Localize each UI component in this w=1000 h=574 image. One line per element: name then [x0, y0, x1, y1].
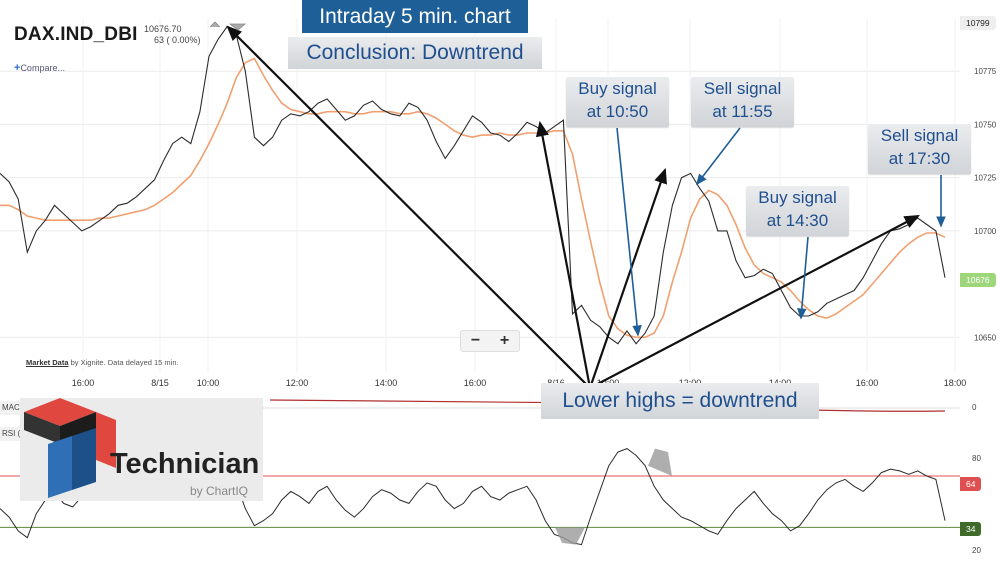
series-group	[0, 25, 946, 345]
market-data-text: by Xignite. Data delayed 15 min.	[70, 358, 179, 367]
price-tick-label: 10700	[974, 227, 997, 236]
time-tick-label: 16:00	[856, 378, 879, 388]
downtrend-arrow	[226, 25, 591, 389]
price-axis: 10775 10750 10725 10700 10650	[974, 67, 997, 342]
lower-highs-callout: Lower highs = downtrend	[541, 383, 819, 419]
time-tick-label: 16:00	[72, 378, 95, 388]
price-tick-label: 10775	[974, 67, 997, 76]
buy-signal-2-line1: Buy signal	[758, 188, 837, 207]
rsi-overbought-fill	[648, 448, 672, 476]
rsi-64-badge: 64	[960, 477, 982, 491]
compare-link[interactable]: +Compare...	[14, 62, 65, 74]
rsi-34-badge: 34	[960, 522, 982, 536]
rsi-20-label: 20	[972, 546, 981, 555]
price-badge-current: 10676	[960, 273, 996, 287]
macd-tag[interactable]: MAC	[0, 401, 24, 415]
buy-signal-2-pointer	[797, 236, 809, 320]
sell-signal-2-line1: Sell signal	[880, 126, 959, 145]
conclusion-callout: Conclusion: Downtrend	[288, 37, 542, 69]
buy-signal-1-callout: Buy signal at 10:50	[566, 77, 669, 127]
market-data-link[interactable]: Market Data	[26, 358, 69, 367]
buy-signal-1-pointer	[616, 127, 642, 337]
ticker-symbol: DAX.IND_DBI	[14, 24, 138, 45]
rsi-tag[interactable]: RSI (	[0, 427, 24, 441]
price-tick-label: 10725	[974, 174, 997, 183]
sell-signal-2-line2: at 17:30	[888, 149, 951, 168]
time-tick-label: 10:00	[197, 378, 220, 388]
logo-wordmark: Technician	[110, 448, 260, 480]
zoom-controls: − +	[460, 330, 520, 352]
chart-title-callout: Intraday 5 min. chart	[302, 0, 528, 33]
quote-price: 10676.70	[144, 24, 182, 34]
market-data-note: Market Data by Xignite. Data delayed 15 …	[26, 358, 179, 367]
sell-signal-2-callout: Sell signal at 17:30	[868, 124, 971, 174]
plus-icon: +	[14, 62, 21, 74]
buy-signal-2-callout: Buy signal at 14:30	[746, 186, 849, 236]
moving-average-line	[0, 57, 946, 339]
downtrend-arrow	[588, 167, 667, 389]
macd-zero-label: 0	[972, 403, 977, 412]
time-tick-label: 8/15	[151, 378, 169, 388]
sell-signal-1-line1: Sell signal	[703, 79, 782, 98]
zoom-out-button[interactable]: −	[470, 332, 481, 349]
time-axis: 16:008/1510:0012:0014:0016:008/1610:0012…	[72, 378, 967, 388]
compare-label: Compare...	[20, 63, 65, 73]
buy-signal-2-line2: at 14:30	[766, 211, 829, 230]
buy-signal-1-line2: at 10:50	[586, 102, 649, 121]
downtrend-arrow	[535, 120, 592, 389]
annotation-arrows	[209, 21, 946, 389]
technician-logo: Technician by ChartIQ	[20, 398, 263, 501]
logo-byline: by ChartIQ	[190, 484, 249, 498]
price-tick-label: 10650	[974, 333, 997, 342]
quote-change: 63 ( 0.00%)	[154, 35, 201, 45]
quote-marker	[209, 21, 247, 31]
quote-box: 10676.70 63 ( 0.00%)	[144, 24, 201, 46]
zoom-in-button[interactable]: +	[499, 332, 510, 349]
buy-signal-1-line1: Buy signal	[578, 79, 657, 98]
logo-cube-icon	[24, 398, 116, 498]
sell-signal-1-callout: Sell signal at 11:55	[691, 77, 794, 127]
rsi-oversold-fill	[555, 527, 585, 545]
time-tick-label: 12:00	[286, 378, 309, 388]
downtrend-arrow	[589, 214, 920, 389]
price-tick-label: 10750	[974, 120, 997, 129]
time-tick-label: 18:00	[944, 378, 967, 388]
price-line	[0, 25, 946, 345]
sell-signal-1-line2: at 11:55	[712, 102, 773, 121]
price-badge-top: 10799	[960, 16, 996, 30]
time-tick-label: 14:00	[375, 378, 398, 388]
time-tick-label: 16:00	[464, 378, 487, 388]
sell-signal-1-pointer	[696, 127, 741, 186]
rsi-80-label: 80	[972, 454, 981, 463]
